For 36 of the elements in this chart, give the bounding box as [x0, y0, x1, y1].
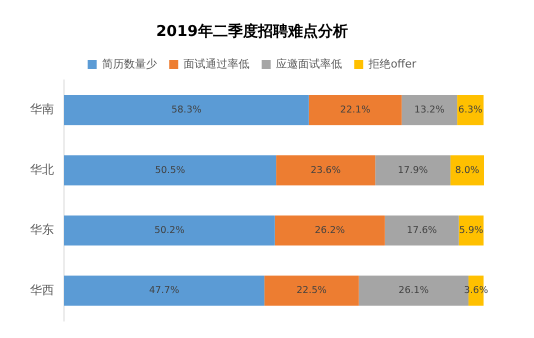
bar	[64, 215, 275, 246]
bar	[402, 95, 458, 126]
legend-label: 拒绝offer	[368, 57, 417, 70]
data-label: 47.7%	[149, 285, 180, 296]
bar	[450, 155, 484, 186]
data-label: 22.5%	[296, 285, 327, 296]
bar	[276, 155, 376, 186]
data-label: 26.1%	[398, 285, 429, 296]
data-label: 5.9%	[459, 224, 484, 236]
chart-title: 2019年二季度招聘难点分析	[156, 22, 348, 40]
bar	[64, 95, 309, 126]
data-label: 23.6%	[310, 164, 341, 176]
legend-label: 简历数量少	[102, 57, 158, 70]
bar	[264, 276, 359, 306]
data-label: 8.0%	[455, 164, 480, 176]
data-label: 50.2%	[154, 224, 185, 236]
bar	[64, 155, 276, 186]
data-label: 26.2%	[314, 224, 345, 236]
data-label: 17.9%	[398, 164, 428, 176]
data-label: 17.6%	[406, 224, 437, 236]
y-tick-label: 华东	[30, 222, 54, 237]
data-label: 58.3%	[171, 104, 202, 116]
legend-label: 应邀面试率低	[276, 57, 342, 70]
y-tick-label: 华西	[30, 282, 54, 297]
legend-label: 面试通过率低	[184, 57, 250, 70]
y-tick-label: 华南	[30, 102, 54, 116]
data-label: 22.1%	[340, 104, 370, 116]
bar	[384, 215, 459, 246]
data-label: 50.5%	[154, 164, 186, 176]
bar	[375, 155, 450, 186]
bar	[64, 276, 264, 306]
data-label: 6.3%	[458, 104, 482, 116]
y-tick-label: 华北	[30, 162, 54, 176]
bar	[274, 215, 385, 246]
bar	[308, 95, 402, 126]
data-label: 13.2%	[414, 104, 444, 116]
